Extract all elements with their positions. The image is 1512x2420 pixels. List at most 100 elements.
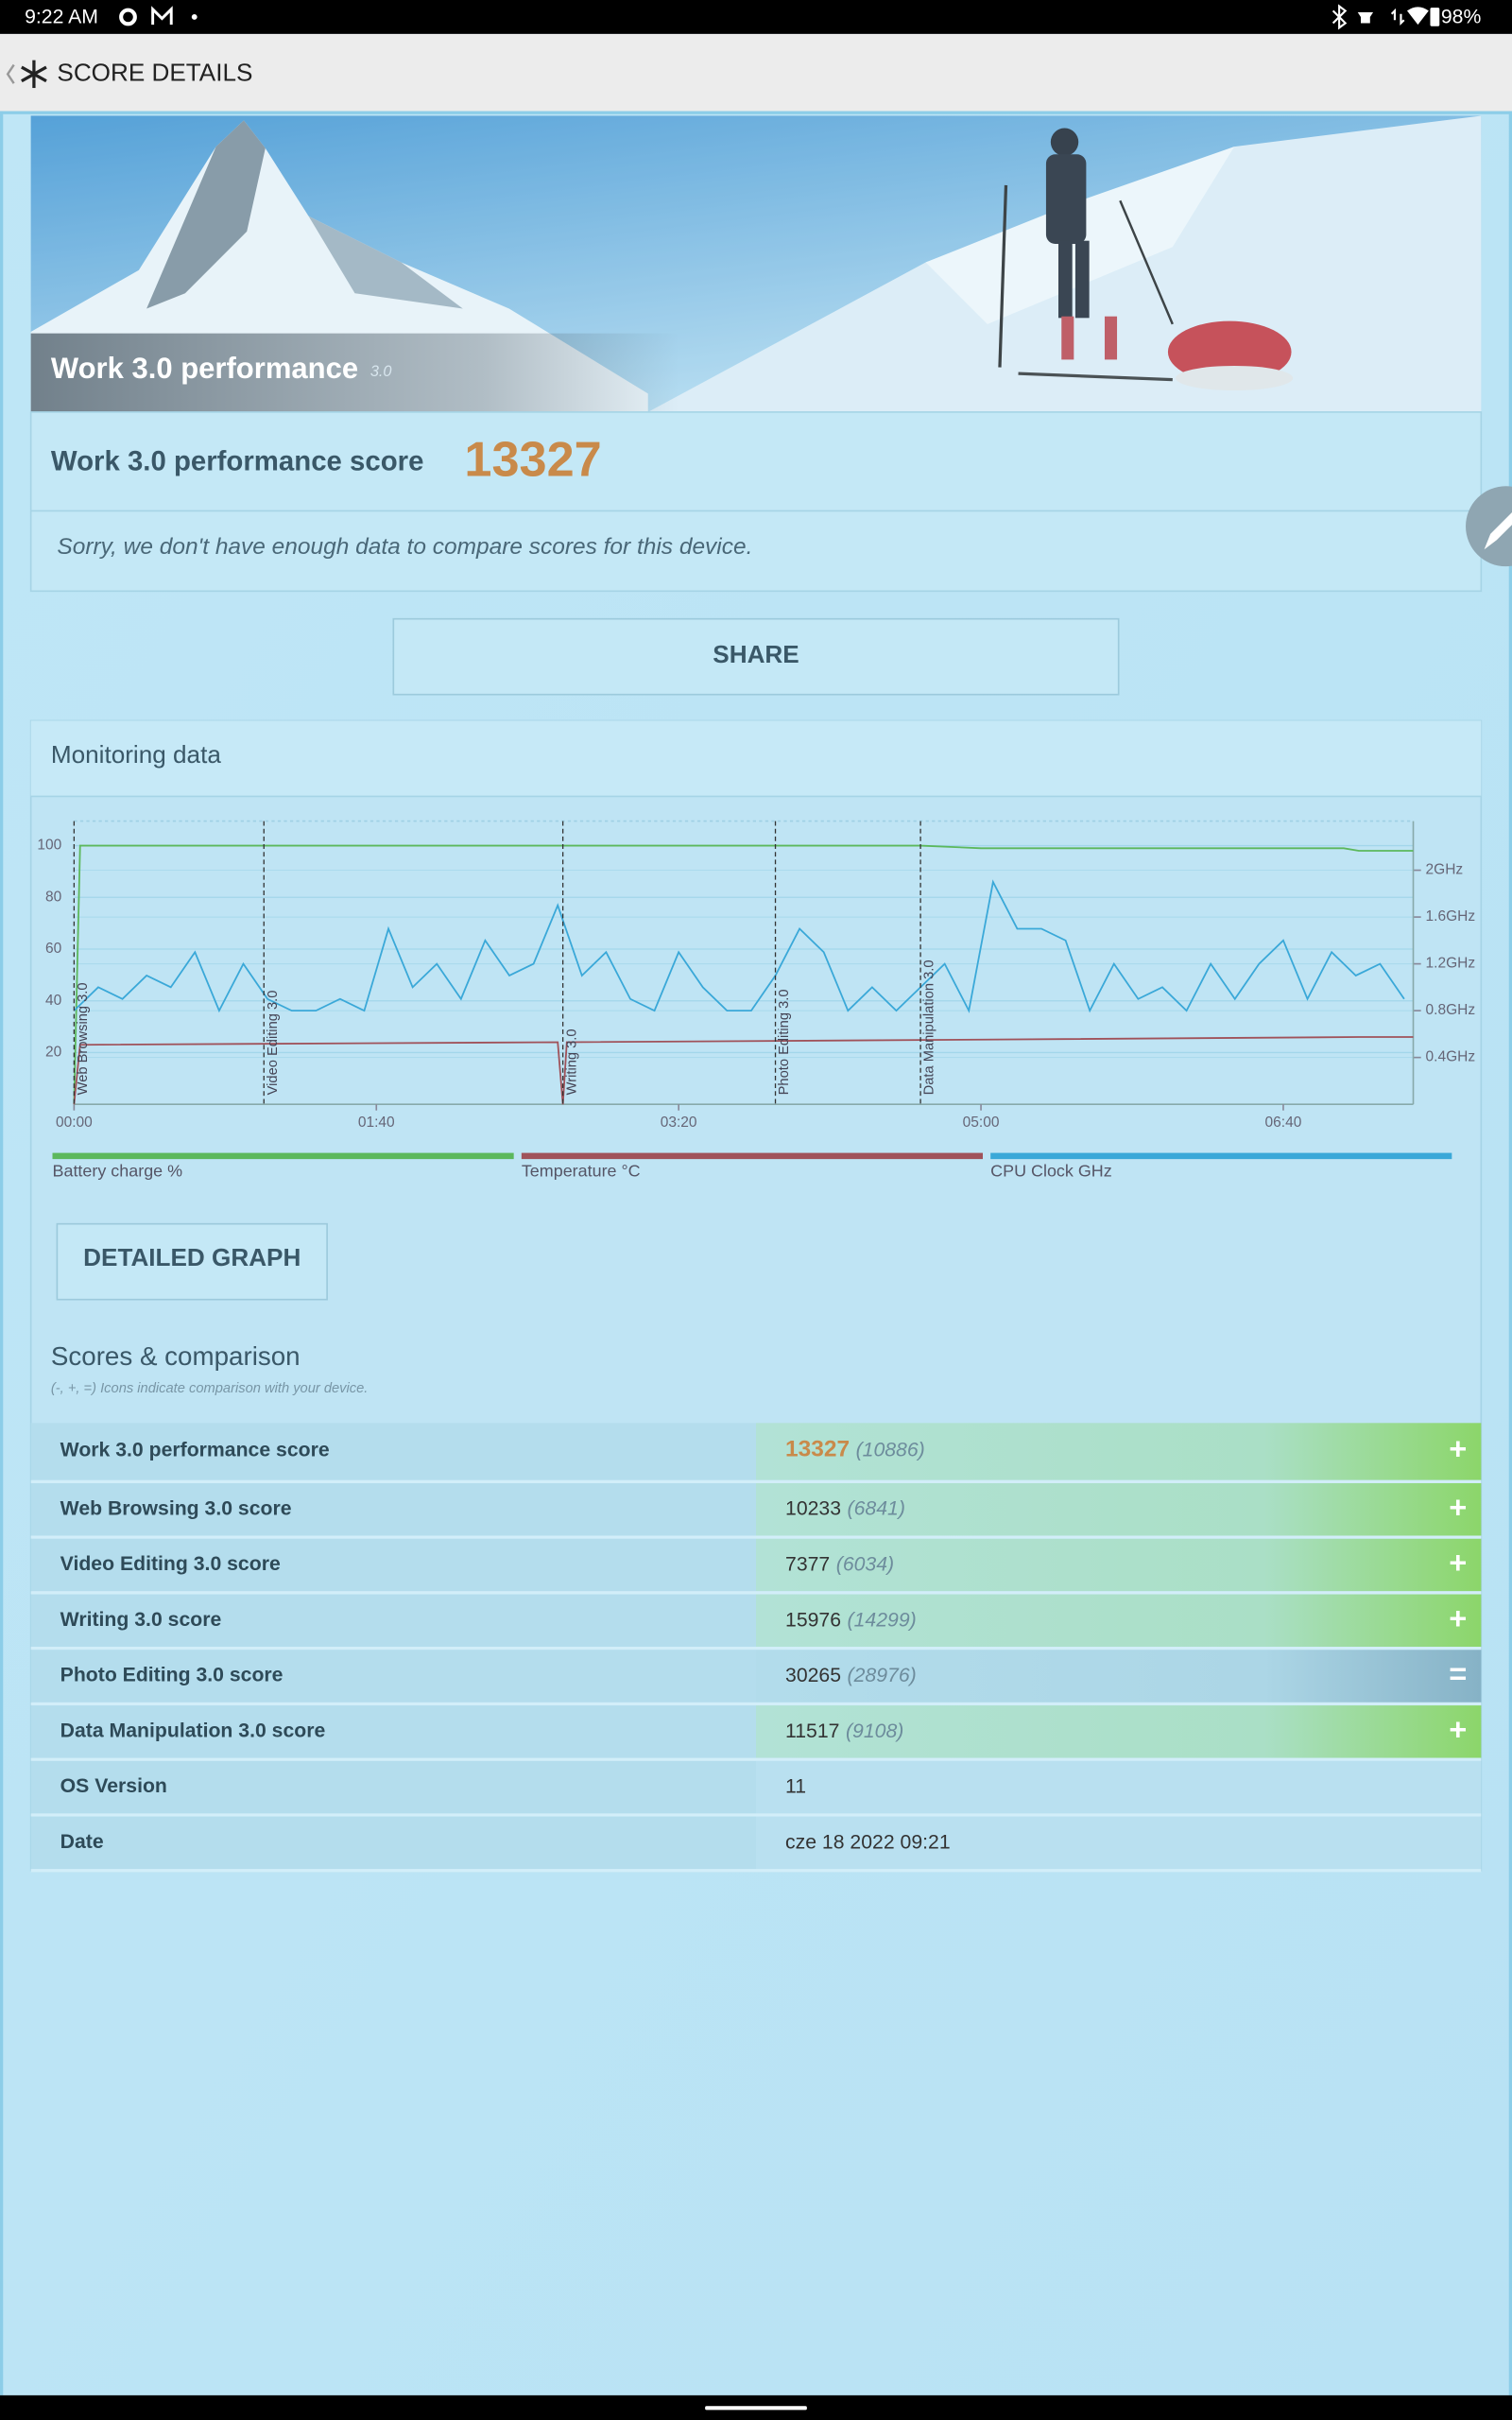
y2-tick-label: 0.4GHz — [1426, 1049, 1476, 1065]
row-value-cell — [756, 1594, 1482, 1648]
row-value: 10233 — [785, 1497, 841, 1519]
settings-icon — [119, 8, 137, 26]
row-value-text: 15976 (14299) — [785, 1609, 917, 1631]
detailed-graph-button[interactable] — [56, 1222, 328, 1301]
row-value: 15976 — [785, 1609, 841, 1631]
y2-tick-label: 2GHz — [1426, 862, 1464, 878]
row-value-cell — [756, 1760, 1482, 1814]
y-tick-label: 100 — [37, 838, 61, 854]
x-tick-label: 00:00 — [56, 1115, 93, 1131]
phase-label: Photo Editing 3.0 — [777, 989, 792, 1095]
row-value-cell — [756, 1650, 1482, 1703]
detailed-graph-label: DETAILED GRAPH — [83, 1243, 301, 1271]
edit-icon — [1484, 512, 1512, 550]
row-comparison: (14299) — [848, 1609, 917, 1631]
row-label: Date — [60, 1831, 104, 1853]
row-value-text: 7377 (6034) — [785, 1553, 894, 1575]
row-label-cell — [30, 1816, 756, 1870]
legend-label: Temperature °C — [522, 1162, 641, 1181]
y-tick-label: 80 — [45, 889, 62, 905]
row-label-cell — [30, 1760, 756, 1814]
edge — [1508, 111, 1512, 2395]
row-value-text: 11 — [785, 1775, 806, 1797]
share-label: SHARE — [713, 640, 799, 668]
row-icon: + — [1449, 1545, 1467, 1580]
legend-swatch — [521, 1152, 983, 1160]
row-label: Data Manipulation 3.0 score — [60, 1720, 326, 1741]
home-handle[interactable] — [705, 2406, 807, 2411]
y-tick-label: 20 — [45, 1045, 62, 1061]
data-icon — [1390, 8, 1405, 26]
row-value: 13327 — [785, 1437, 850, 1462]
edge — [0, 111, 4, 2395]
score-label: Work 3.0 performance score — [51, 446, 424, 477]
legend-swatch — [990, 1152, 1452, 1160]
row-value-cell — [756, 1816, 1482, 1870]
row-value-cell — [756, 1482, 1482, 1536]
row-label-cell — [30, 1423, 756, 1480]
row-label-cell — [30, 1538, 756, 1592]
row-label-cell — [30, 1594, 756, 1648]
edit-button[interactable] — [1466, 486, 1512, 567]
row-value: 11517 — [785, 1720, 839, 1741]
banner-title: Work 3.0 performance — [51, 352, 358, 385]
score-note: Sorry, we don't have enough data to comp… — [57, 534, 752, 560]
y-tick-label: 60 — [45, 941, 62, 957]
share-button[interactable] — [392, 617, 1120, 696]
row-label-cell — [30, 1705, 756, 1758]
x-tick-label: 06:40 — [1265, 1115, 1302, 1131]
row-comparison: (9108) — [846, 1720, 903, 1741]
row-value-text: 11517 (9108) — [785, 1720, 903, 1741]
row-icon: + — [1449, 1430, 1467, 1465]
phase-label: Video Editing 3.0 — [266, 991, 281, 1096]
scores-title: Scores & comparison — [51, 1341, 301, 1371]
banner-image — [30, 115, 1482, 412]
mail-icon — [151, 6, 173, 26]
back-button[interactable] — [6, 63, 15, 84]
score-value: 13327 — [464, 433, 601, 488]
status-battery: 98% — [1441, 6, 1482, 27]
x-tick-label: 03:20 — [661, 1115, 697, 1131]
app-bar — [0, 33, 1512, 112]
row-comparison: (10886) — [856, 1439, 925, 1461]
score-card — [29, 411, 1483, 593]
monitoring-title: Monitoring data — [51, 740, 221, 769]
row-value-text: 13327 (10886) — [785, 1437, 925, 1462]
y2-tick-label: 1.6GHz — [1426, 908, 1476, 925]
row-value-cell — [756, 1423, 1482, 1480]
row-value: 11 — [785, 1775, 806, 1797]
row-value-text: cze 18 2022 09:21 — [785, 1831, 951, 1853]
banner-version: 3.0 — [370, 363, 392, 380]
row-value: 30265 — [785, 1665, 841, 1686]
series-line — [73, 1036, 1414, 1105]
row-label: Photo Editing 3.0 score — [60, 1665, 284, 1686]
row-label-cell — [30, 1650, 756, 1703]
y-tick-label: 40 — [45, 993, 62, 1009]
y2-tick-label: 1.2GHz — [1426, 956, 1476, 972]
scores-table: Work 3.0 performance score 13327 (10886) + W… — [30, 1423, 1482, 1873]
row-comparison: (6841) — [848, 1497, 905, 1519]
legend-label: CPU Clock GHz — [990, 1162, 1112, 1181]
row-value-text: 10233 (6841) — [785, 1497, 905, 1519]
row-icon: + — [1449, 1489, 1467, 1524]
row-label: Writing 3.0 score — [60, 1609, 222, 1631]
status-bar — [0, 0, 1512, 34]
row-label: Work 3.0 performance score — [60, 1439, 330, 1461]
row-value-text: 30265 (28976) — [785, 1665, 917, 1686]
row-comparison: (28976) — [848, 1665, 917, 1686]
bluetooth-icon — [1332, 4, 1348, 30]
app-icon — [21, 60, 47, 89]
row-value: 7377 — [785, 1553, 830, 1575]
app-bar-title: SCORE DETAILS — [57, 58, 252, 86]
row-value: cze 18 2022 09:21 — [785, 1831, 951, 1853]
row-icon: + — [1449, 1600, 1467, 1635]
row-label-cell — [30, 1482, 756, 1536]
row-icon: = — [1449, 1656, 1467, 1691]
app-bar-border — [0, 111, 1512, 114]
row-value-cell — [756, 1538, 1482, 1592]
monitoring-header — [30, 720, 1482, 797]
row-label: Web Browsing 3.0 score — [60, 1497, 292, 1519]
phase-label: Web Browsing 3.0 — [76, 982, 91, 1095]
